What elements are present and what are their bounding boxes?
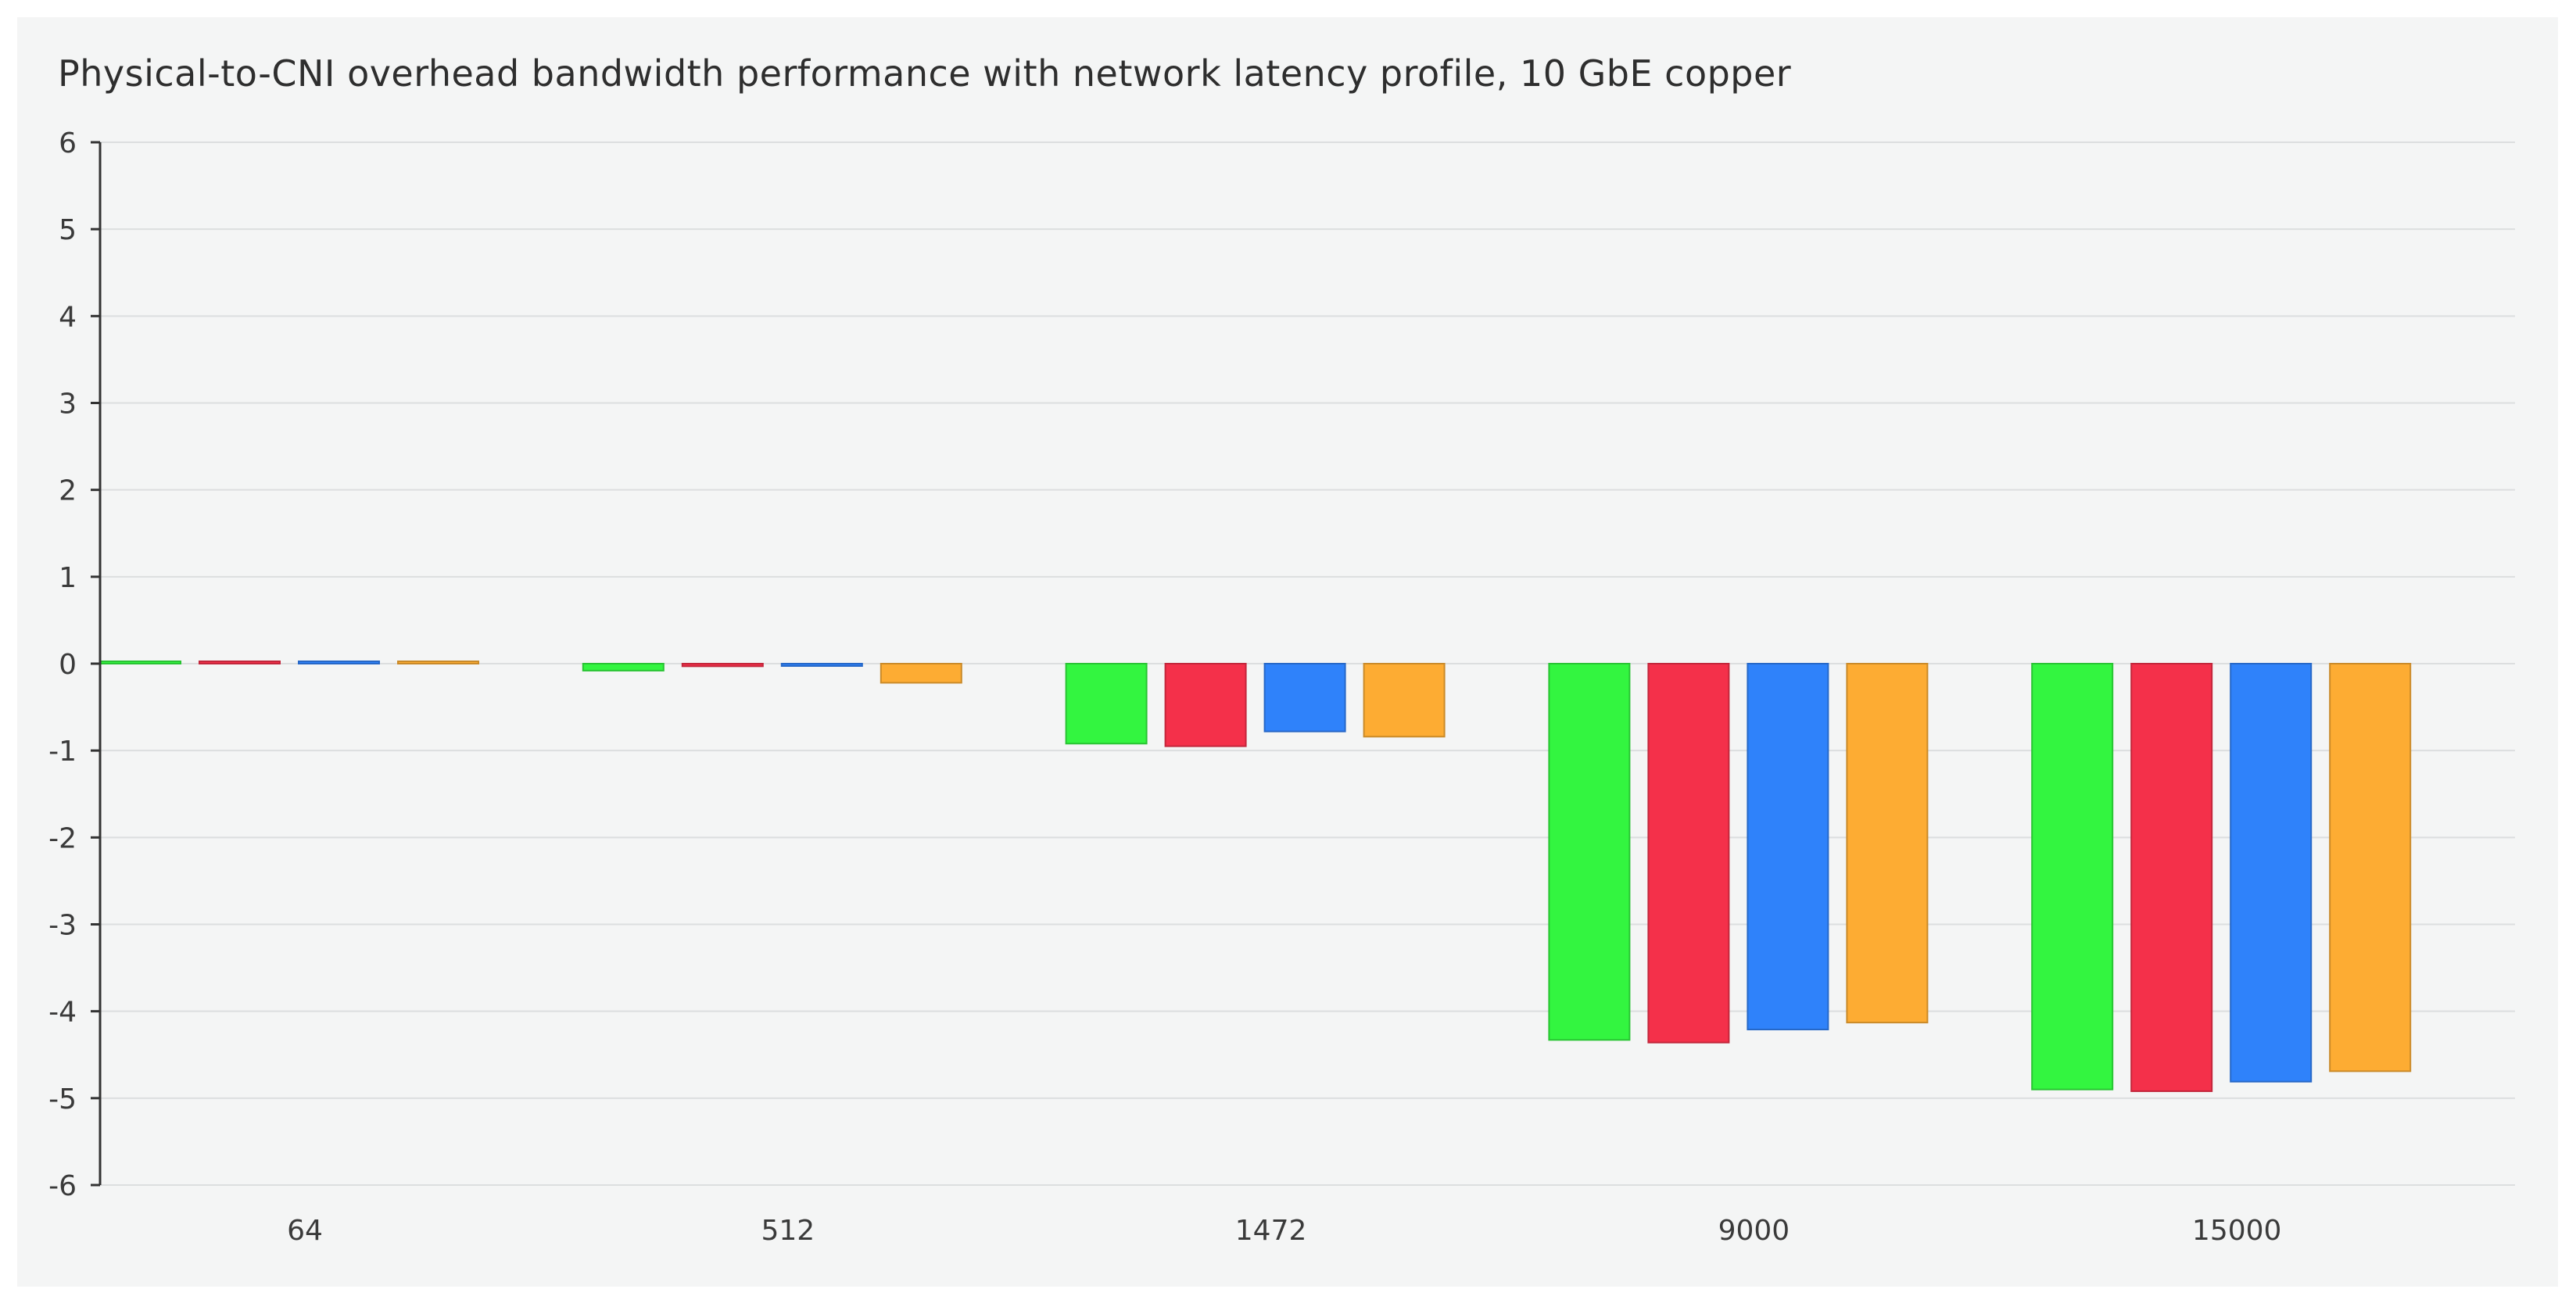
x-tick-label: 64: [287, 1215, 323, 1247]
x-tick-label: 1472: [1235, 1215, 1307, 1247]
bar-15000-s4: [2329, 663, 2412, 1072]
y-tick-label: 3: [59, 389, 77, 421]
x-tick-label: 9000: [1718, 1215, 1790, 1247]
bar-64-s2: [199, 661, 281, 664]
y-tick-label: -3: [48, 910, 77, 942]
y-tick-label: 5: [59, 214, 77, 246]
x-tick-label: 15000: [2192, 1215, 2282, 1247]
bar-9000-s3: [1747, 663, 1829, 1031]
bar-512-s1: [582, 663, 665, 671]
y-tick-label: -4: [48, 997, 77, 1029]
y-tick-label: -6: [48, 1170, 77, 1202]
y-tick-label: -2: [48, 822, 77, 854]
bar-15000-s1: [2031, 663, 2114, 1090]
bar-chart: 6 5 4 3 2 1 0 -1 -2 -3 -4 -5 -6 64 512 1472 9000 15000: [48, 127, 2515, 1247]
bars: [99, 661, 2412, 1092]
axes: [91, 141, 102, 1187]
x-tick-labels: 64 512 1472 9000 15000: [287, 1215, 2281, 1247]
bar-1472-s1: [1065, 663, 1148, 745]
y-tick-label: 2: [59, 475, 77, 507]
bar-15000-s2: [2130, 663, 2213, 1092]
chart-title: Physical-to-CNI overhead bandwidth perfo…: [58, 52, 1792, 95]
bar-64-s4: [397, 661, 479, 664]
bar-1472-s3: [1263, 663, 1346, 732]
bar-15000-s3: [2230, 663, 2313, 1083]
bar-1472-s4: [1363, 663, 1446, 738]
y-tick-labels: 6 5 4 3 2 1 0 -1 -2 -3 -4 -5 -6: [48, 127, 77, 1202]
bar-9000-s1: [1548, 663, 1631, 1041]
bar-1472-s2: [1164, 663, 1247, 747]
y-tick-label: 6: [59, 127, 77, 159]
x-tick-label: 512: [761, 1215, 815, 1247]
bar-512-s4: [880, 663, 962, 684]
y-tick-label: 4: [59, 301, 77, 333]
bar-9000-s4: [1846, 663, 1929, 1024]
bar-9000-s2: [1647, 663, 1730, 1044]
bar-512-s3: [780, 663, 863, 667]
y-tick-label: -5: [48, 1083, 77, 1115]
bar-64-s3: [298, 661, 380, 664]
y-tick-label: -1: [48, 736, 77, 768]
y-tick-label: 1: [59, 562, 77, 594]
bar-64-s1: [99, 661, 181, 664]
chart-panel: 6 5 4 3 2 1 0 -1 -2 -3 -4 -5 -6 64 512 1472 9000 15000 P…: [17, 17, 2558, 1287]
y-tick-label: 0: [59, 649, 77, 681]
bar-512-s2: [681, 663, 764, 668]
